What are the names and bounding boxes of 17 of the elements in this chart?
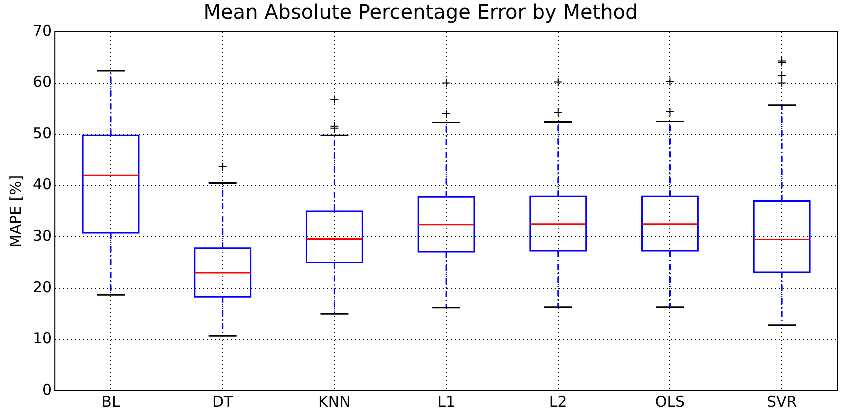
y-axis-title: MAPE [%] (6, 175, 25, 248)
y-tick-label: 20 (32, 278, 52, 296)
x-tick-label: OLS (655, 392, 686, 411)
x-tick-label: KNN (318, 392, 351, 411)
y-tick-label: 60 (32, 73, 52, 92)
x-tick-label: DT (212, 392, 234, 411)
y-tick-label: 0 (42, 380, 52, 399)
y-tick-label: 40 (32, 176, 52, 194)
y-tick-label: 30 (32, 227, 52, 246)
chart-title: Mean Absolute Percentage Error by Method (204, 0, 638, 24)
x-tick-label: L1 (438, 392, 456, 411)
y-tick-label: 10 (32, 330, 52, 348)
y-tick-label: 50 (32, 124, 52, 142)
x-tick-label: SVR (766, 392, 798, 411)
y-tick-label: 70 (32, 22, 52, 40)
x-tick-label: BL (102, 392, 121, 411)
x-tick-label: L2 (549, 392, 568, 411)
